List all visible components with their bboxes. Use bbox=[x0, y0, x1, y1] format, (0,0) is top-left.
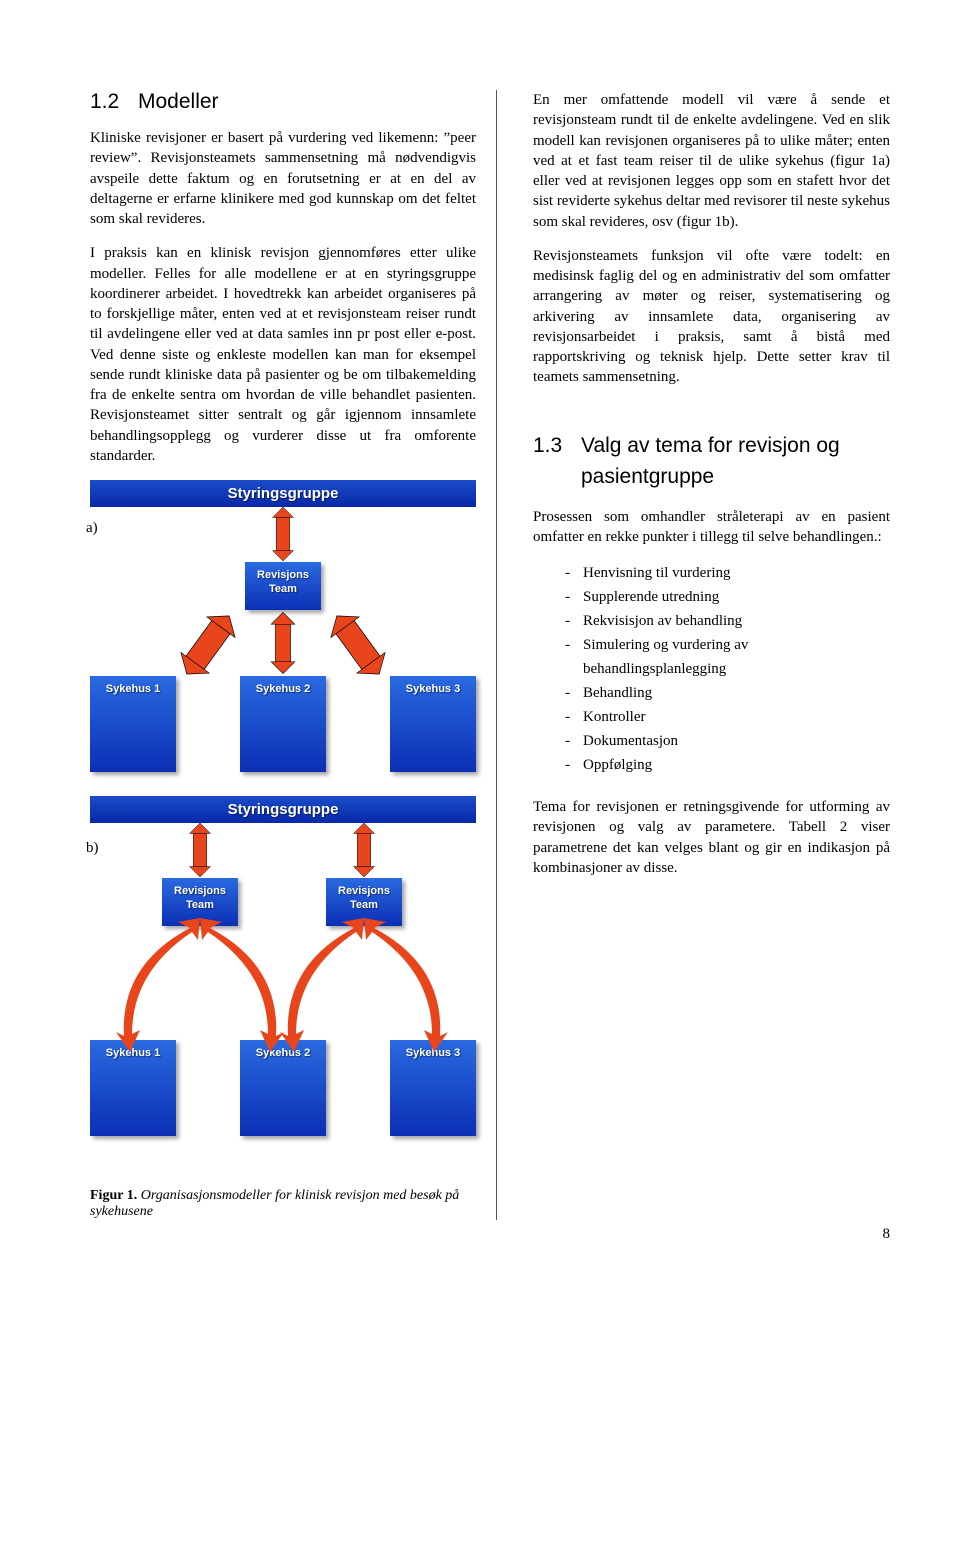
section-1-2-heading: 1.2Modeller bbox=[90, 90, 476, 114]
hospital-3-a: Sykehus 3 bbox=[390, 676, 476, 772]
revision-team-b1: Revisjons Team bbox=[162, 878, 238, 926]
right-para-3: Prosessen som omhandler stråleterapi av … bbox=[533, 507, 890, 548]
section-number: 1.3 bbox=[533, 430, 581, 462]
bullet-item: Behandling bbox=[565, 681, 890, 705]
figure-caption: Figur 1. Organisasjonsmodeller for klini… bbox=[90, 1188, 476, 1220]
section-title-line1: Valg av tema for revisjon og bbox=[581, 434, 840, 457]
left-para-2: I praksis kan en klinisk revisjon gjenno… bbox=[90, 243, 476, 466]
team-line1: Revisjons bbox=[162, 884, 238, 898]
revision-team-b2: Revisjons Team bbox=[326, 878, 402, 926]
steering-group-bar-b: Styringsgruppe bbox=[90, 796, 476, 823]
hospital-3-b: Sykehus 3 bbox=[390, 1040, 476, 1136]
team-line1: Revisjons bbox=[245, 568, 321, 582]
hospital-2-b: Sykehus 2 bbox=[240, 1040, 326, 1136]
section-title-line2: pasientgruppe bbox=[581, 465, 714, 488]
figure-number: Figur 1. bbox=[90, 1188, 137, 1203]
hospital-1-b: Sykehus 1 bbox=[90, 1040, 176, 1136]
figure-1-diagram: a) Styringsgruppe Revisjons Team Sykehus… bbox=[90, 480, 476, 1160]
right-para-4: Tema for revisjonen er retningsgivende f… bbox=[533, 797, 890, 878]
hospital-2-a: Sykehus 2 bbox=[240, 676, 326, 772]
bullet-item: Supplerende utredning bbox=[565, 585, 890, 609]
bullet-item: Henvisning til vurdering bbox=[565, 561, 890, 585]
hospital-1-a: Sykehus 1 bbox=[90, 676, 176, 772]
team-line2: Team bbox=[245, 582, 321, 596]
section-title: Modeller bbox=[138, 90, 219, 113]
figure-text: Organisasjonsmodeller for klinisk revisj… bbox=[90, 1188, 459, 1219]
left-para-1: Kliniske revisjoner er basert på vurderi… bbox=[90, 128, 476, 229]
bullet-item: Rekvisisjon av behandling bbox=[565, 609, 890, 633]
panel-b-label: b) bbox=[86, 840, 99, 857]
panel-a-label: a) bbox=[86, 520, 98, 537]
revision-team-a: Revisjons Team bbox=[245, 562, 321, 610]
bullet-item: Simulering og vurdering av behandlingspl… bbox=[565, 633, 890, 681]
bullet-item: Kontroller bbox=[565, 705, 890, 729]
page-number: 8 bbox=[90, 1226, 890, 1243]
section-1-3-heading: 1.3Valg av tema for revisjon og pasientg… bbox=[533, 430, 890, 493]
team-line1: Revisjons bbox=[326, 884, 402, 898]
bullet-list: Henvisning til vurdering Supplerende utr… bbox=[533, 561, 890, 777]
right-para-1: En mer omfattende modell vil være å send… bbox=[533, 90, 890, 232]
bullet-item: Oppfølging bbox=[565, 753, 890, 777]
bullet-item: Dokumentasjon bbox=[565, 729, 890, 753]
team-line2: Team bbox=[326, 898, 402, 912]
right-para-2: Revisjonsteamets funksjon vil ofte være … bbox=[533, 246, 890, 388]
steering-group-bar-a: Styringsgruppe bbox=[90, 480, 476, 507]
team-line2: Team bbox=[162, 898, 238, 912]
section-number: 1.2 bbox=[90, 90, 138, 114]
